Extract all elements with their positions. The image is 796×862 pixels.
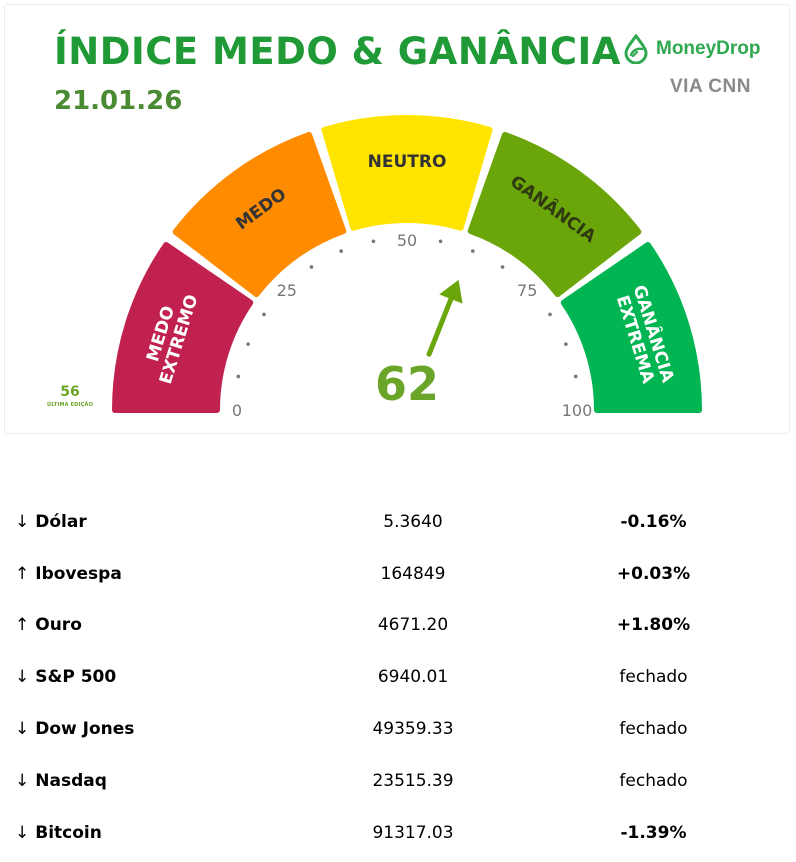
market-value: 4671.20: [377, 615, 449, 636]
market-change: +1.80%: [616, 615, 691, 636]
scale-dot: [564, 342, 568, 346]
market-name-label: Ouro: [35, 615, 82, 636]
market-row: ↑ Ouro 4671.20 +1.80%: [0, 600, 796, 652]
brand-logo: MoneyDrop: [622, 34, 761, 64]
drop-icon: [624, 34, 648, 64]
scale-dot: [246, 342, 250, 346]
scale-tick-label: 75: [517, 281, 537, 300]
gauge-segment-label: NEUTRO: [368, 152, 447, 172]
scale-dot: [262, 312, 266, 317]
scale-dot: [573, 374, 578, 379]
fear-greed-gauge: MEDOEXTREMOMEDONEUTROGANÂNCIAGANÂNCIAEXT…: [112, 115, 702, 420]
trend-arrow-icon: ↓: [15, 770, 30, 791]
gauge-value: 62: [375, 357, 439, 411]
market-table: ↓ Dólar 5.3640 -0.16% ↑ Ibovespa 164849 +0.03% ↑…: [0, 496, 796, 859]
scale-dot: [309, 265, 314, 269]
scale-dot: [371, 239, 376, 244]
market-value: 91317.03: [372, 822, 454, 843]
market-name-label: Ibovespa: [35, 563, 122, 584]
market-name-label: Nasdaq: [35, 770, 107, 791]
last-edition-label: ÚLTIMA EDIÇÃO: [46, 402, 94, 408]
market-name-label: S&P 500: [35, 667, 117, 688]
scale-dot: [339, 249, 343, 253]
scale-dot: [548, 312, 552, 317]
scale-tick-label: 100: [562, 401, 593, 420]
source-label: VIA CNN: [670, 76, 751, 97]
market-name: ↓ Bitcoin: [0, 807, 315, 859]
market-change: fechado: [619, 667, 688, 688]
gauge-segment: [560, 242, 702, 413]
scale-dot: [236, 374, 241, 379]
market-change: -1.39%: [620, 822, 687, 843]
market-value: 5.3640: [383, 511, 443, 532]
scale-dot: [500, 265, 505, 269]
gauge-segment: [467, 131, 642, 298]
market-name: ↓ S&P 500: [0, 651, 315, 703]
gauge-segment: [321, 115, 493, 231]
scale-tick-label: 50: [397, 231, 417, 250]
market-name-label: Dow Jones: [35, 719, 135, 740]
trend-arrow-icon: ↓: [15, 667, 30, 688]
scale-dot: [438, 239, 443, 244]
gauge-segment: [172, 131, 347, 298]
trend-arrow-icon: ↑: [15, 615, 30, 636]
market-value: 49359.33: [372, 719, 454, 740]
market-value: 23515.39: [372, 770, 454, 791]
market-row: ↓ Nasdaq 23515.39 fechado: [0, 755, 796, 807]
page-title: ÍNDICE MEDO & GANÂNCIA: [54, 30, 621, 73]
scale-tick-label: 0: [232, 401, 242, 420]
market-row: ↓ Bitcoin 91317.03 -1.39%: [0, 807, 796, 859]
market-name: ↓ Nasdaq: [0, 755, 315, 807]
market-change: -0.16%: [620, 511, 687, 532]
market-name: ↓ Dow Jones: [0, 703, 315, 755]
market-name: ↓ Dólar: [0, 496, 315, 548]
market-value: 6940.01: [377, 667, 449, 688]
gauge-segment: [112, 242, 254, 413]
market-row: ↓ Dólar 5.3640 -0.16%: [0, 496, 796, 548]
market-name-label: Bitcoin: [35, 822, 102, 843]
market-row: ↑ Ibovespa 164849 +0.03%: [0, 548, 796, 600]
gauge-segment-label-line: NEUTRO: [368, 152, 447, 172]
trend-arrow-icon: ↑: [15, 563, 30, 584]
market-row: ↓ Dow Jones 49359.33 fechado: [0, 703, 796, 755]
market-row: ↓ S&P 500 6940.01 fechado: [0, 651, 796, 703]
last-edition: 56 ÚLTIMA EDIÇÃO: [42, 384, 98, 408]
needle-arrow-icon: [426, 288, 457, 357]
market-name: ↑ Ouro: [0, 600, 315, 652]
market-change: fechado: [619, 719, 688, 740]
trend-arrow-icon: ↓: [15, 511, 30, 532]
market-name-label: Dólar: [35, 511, 87, 532]
market-change: +0.03%: [616, 563, 691, 584]
needle-arrowhead-icon: [439, 279, 463, 304]
brand-name: MoneyDrop: [656, 38, 761, 59]
scale-tick-label: 25: [277, 281, 297, 300]
last-edition-value: 56: [60, 384, 80, 400]
market-name: ↑ Ibovespa: [0, 548, 315, 600]
scale-dot: [471, 249, 475, 253]
trend-arrow-icon: ↓: [15, 719, 30, 740]
edition-date: 21.01.26: [54, 86, 183, 116]
market-change: fechado: [619, 770, 688, 791]
trend-arrow-icon: ↓: [15, 822, 30, 843]
market-value: 164849: [380, 563, 446, 584]
